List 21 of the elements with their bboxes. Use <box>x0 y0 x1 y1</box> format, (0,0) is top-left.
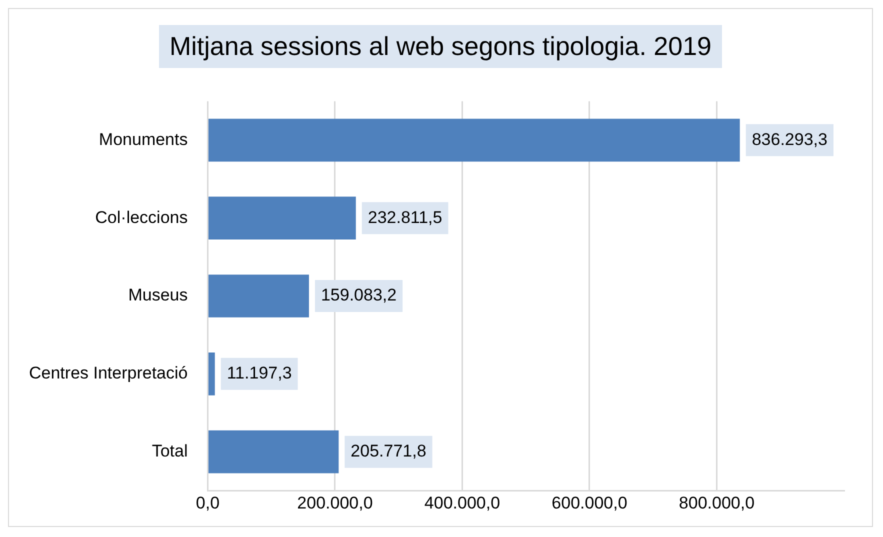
bar <box>208 430 339 474</box>
x-tick-label: 0,0 <box>196 494 220 513</box>
x-tick-label: 400.000,0 <box>424 494 500 513</box>
x-tick-label: 800.000,0 <box>678 494 755 513</box>
data-label: 11.197,3 <box>226 364 292 383</box>
chart-title: Mitjana sessions al web segons tipologia. 2019 <box>159 25 722 68</box>
y-tick-label: Centres Interpretació <box>28 364 188 383</box>
y-tick-label: Total <box>152 442 188 461</box>
x-tick-label: 600.000,0 <box>552 494 628 513</box>
bar <box>208 274 309 318</box>
bar <box>208 118 740 162</box>
y-tick-label: Col·leccions <box>95 208 188 227</box>
y-tick-label: Monuments <box>98 130 188 149</box>
data-label: 205.771,8 <box>350 442 426 461</box>
data-label: 836.293,3 <box>752 130 828 149</box>
x-tick-label: 200.000,0 <box>297 494 373 513</box>
bar <box>208 352 215 396</box>
bar <box>208 196 356 240</box>
data-label: 159.083,2 <box>320 286 397 305</box>
y-tick-label: Museus <box>128 286 188 305</box>
data-label: 232.811,5 <box>368 208 442 227</box>
